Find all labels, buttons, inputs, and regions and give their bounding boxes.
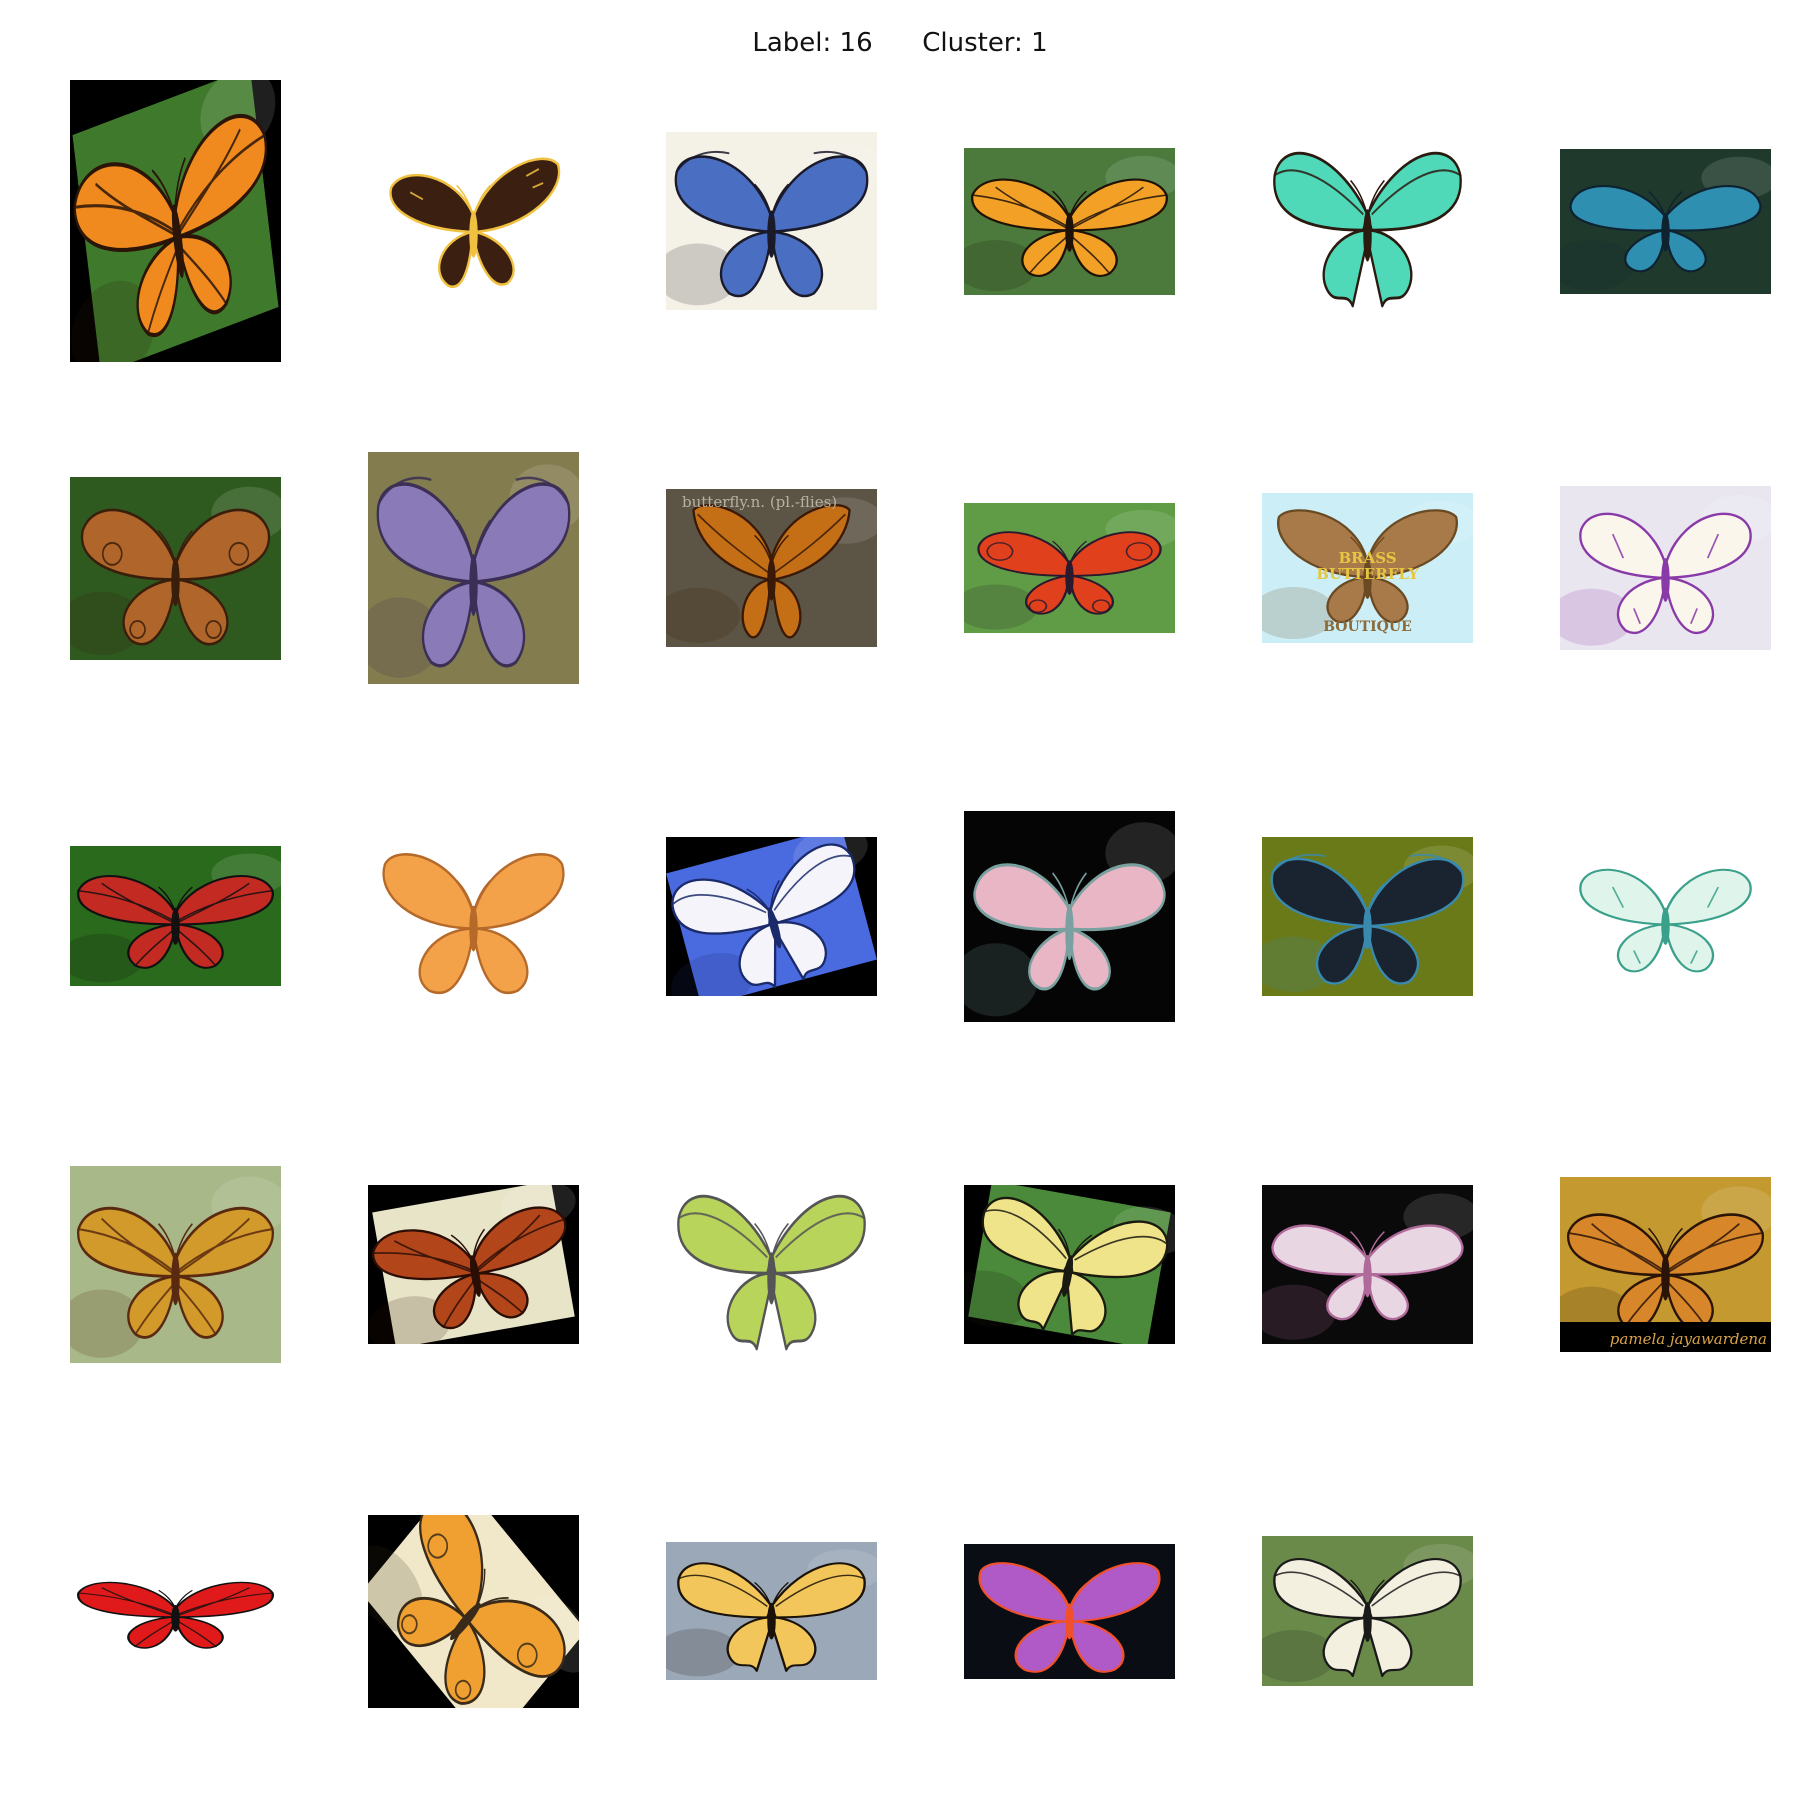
thumbnail-buckeye bbox=[70, 477, 281, 660]
thumbnail-blue-moth-oval bbox=[1560, 149, 1771, 294]
thumbnail-image bbox=[666, 837, 877, 996]
thumbnail-image bbox=[666, 1542, 877, 1680]
thumbnail-image bbox=[368, 1515, 579, 1708]
thumbnail-image bbox=[1262, 493, 1473, 643]
butterfly-figure bbox=[677, 1562, 866, 1672]
thumbnail-red-viceroy-isolated bbox=[70, 1561, 281, 1661]
thumbnail-image bbox=[1560, 846, 1771, 986]
watermark-bar bbox=[1560, 1322, 1771, 1352]
butterfly-figure bbox=[971, 178, 1168, 277]
thumbnail-image bbox=[368, 452, 579, 684]
thumbnail-image bbox=[70, 1561, 281, 1661]
butterfly-figure bbox=[371, 1206, 567, 1330]
butterfly-figure bbox=[1271, 1224, 1464, 1321]
thumbnail-pastel-moth-on-black bbox=[964, 811, 1175, 1022]
butterfly-figure bbox=[677, 1194, 866, 1351]
butterfly-figure bbox=[1569, 185, 1762, 273]
watermark-text: pamela jayawardena bbox=[1609, 1330, 1767, 1348]
butterfly-figure bbox=[77, 1206, 274, 1339]
thumbnail-image bbox=[964, 811, 1175, 1022]
thumbnail-image bbox=[964, 148, 1175, 295]
thumbnail-red-viceroy-on-leaf bbox=[70, 846, 281, 986]
thumbnail-green-swallowtail bbox=[1262, 123, 1473, 319]
butterfly-figure bbox=[77, 1581, 274, 1649]
thumbnail-black-swallowtail-on-sunflowers bbox=[1262, 837, 1473, 996]
definition-title: butterfly.n. (pl.-flies) bbox=[682, 493, 838, 511]
thumbnail-monarch-on-leaves bbox=[964, 148, 1175, 295]
thumbnail-swallowtail-on-thistle bbox=[964, 1185, 1175, 1344]
thumbnail-blue-morpho bbox=[666, 132, 877, 310]
thumbnail-image bbox=[964, 503, 1175, 633]
thumbnail-peacock-butterfly bbox=[964, 503, 1175, 633]
thumbnail-image bbox=[70, 846, 281, 986]
thumbnail-malachite-butterfly-drawing bbox=[666, 1166, 877, 1362]
butterfly-figure bbox=[389, 157, 561, 288]
butterfly-figure bbox=[1579, 868, 1752, 973]
butterfly-figure bbox=[1277, 509, 1458, 624]
title-label: Label: 16 bbox=[752, 28, 873, 58]
butterfly-figure bbox=[376, 476, 571, 668]
butterfly-figure bbox=[80, 508, 271, 646]
butterfly-figure bbox=[1270, 854, 1465, 985]
thumbnail-image bbox=[70, 80, 281, 362]
thumbnail-image bbox=[1262, 1536, 1473, 1686]
butterfly-figure bbox=[73, 113, 267, 338]
butterfly-figure bbox=[981, 1196, 1169, 1337]
thumbnail-image bbox=[1560, 486, 1771, 650]
thumbnail-fritillary-on-leaves bbox=[70, 1166, 281, 1363]
figure-title: Label: 16 Cluster: 1 bbox=[0, 28, 1800, 58]
thumbnail-image bbox=[1560, 149, 1771, 294]
butterfly-figure bbox=[973, 863, 1166, 991]
thumbnail-blue-white-swallowtail bbox=[666, 837, 877, 996]
thumbnail-tiger-swallowtail-on-lilac bbox=[666, 1542, 877, 1680]
thumbnail-image bbox=[368, 134, 579, 309]
thumbnail-monarch-on-cornflowers bbox=[70, 80, 281, 362]
butterfly-figure bbox=[382, 853, 565, 994]
thumbnail-monarch-on-sunflower-watermark: pamela jayawardena bbox=[1560, 1177, 1771, 1352]
thumbnail-pink-embroidered-butterfly bbox=[1262, 1185, 1473, 1344]
butterfly-figure bbox=[692, 504, 851, 639]
thumbnail-rainbow-clipart-butterfly bbox=[964, 1544, 1175, 1679]
thumbnail-image bbox=[964, 1185, 1175, 1344]
thumbnail-orange-clipart-butterfly bbox=[368, 830, 579, 1002]
title-cluster: Cluster: 1 bbox=[922, 28, 1048, 58]
butterfly-figure bbox=[396, 1515, 566, 1705]
butterfly-figure bbox=[77, 875, 274, 969]
thumbnail-dark-brown-skipper bbox=[368, 134, 579, 309]
thumbnail-image bbox=[666, 489, 877, 647]
thumbnail-butterfly-definition-page: butterfly.n. (pl.-flies) bbox=[666, 489, 877, 647]
thumbnail-image bbox=[368, 830, 579, 1002]
thumbnail-image bbox=[1262, 837, 1473, 996]
thumbnail-image bbox=[1262, 1185, 1473, 1344]
butterfly-figure bbox=[978, 1562, 1161, 1673]
thumbnail-mint-lace-butterfly bbox=[1560, 846, 1771, 986]
thumbnail-old-world-swallowtail-on-flowers bbox=[1262, 1536, 1473, 1686]
butterfly-figure bbox=[1567, 1213, 1764, 1331]
logo-line-brass: BRASS bbox=[1338, 549, 1397, 567]
butterfly-figure bbox=[1273, 151, 1462, 308]
butterfly-figure bbox=[674, 150, 869, 298]
thumbnail-gulf-fritillary-on-daisies bbox=[368, 1185, 579, 1344]
thumbnail-image bbox=[368, 1185, 579, 1344]
thumbnail-image bbox=[70, 477, 281, 660]
butterfly-figure bbox=[1579, 512, 1752, 634]
thumbnail-orange-peacock-painting bbox=[368, 1515, 579, 1708]
thumbnail-image bbox=[70, 1166, 281, 1363]
thumbnail-white-candy-butterfly bbox=[1560, 486, 1771, 650]
thumbnail-image bbox=[666, 1166, 877, 1362]
thumbnail-image bbox=[964, 1544, 1175, 1679]
thumbnail-image bbox=[1262, 123, 1473, 319]
thumbnail-purple-hairstreak-on-flower bbox=[368, 452, 579, 684]
logo-line-butterfly: BUTTERFLY bbox=[1316, 565, 1419, 583]
thumbnail-brass-butterfly-boutique: BRASS BUTTERFLY BOUTIQUE bbox=[1262, 493, 1473, 643]
thumbnail-image bbox=[666, 132, 877, 310]
butterfly-figure bbox=[1273, 1558, 1462, 1678]
butterfly-figure bbox=[671, 843, 856, 989]
logo-line-boutique: BOUTIQUE bbox=[1323, 619, 1412, 635]
butterfly-figure bbox=[977, 531, 1162, 615]
